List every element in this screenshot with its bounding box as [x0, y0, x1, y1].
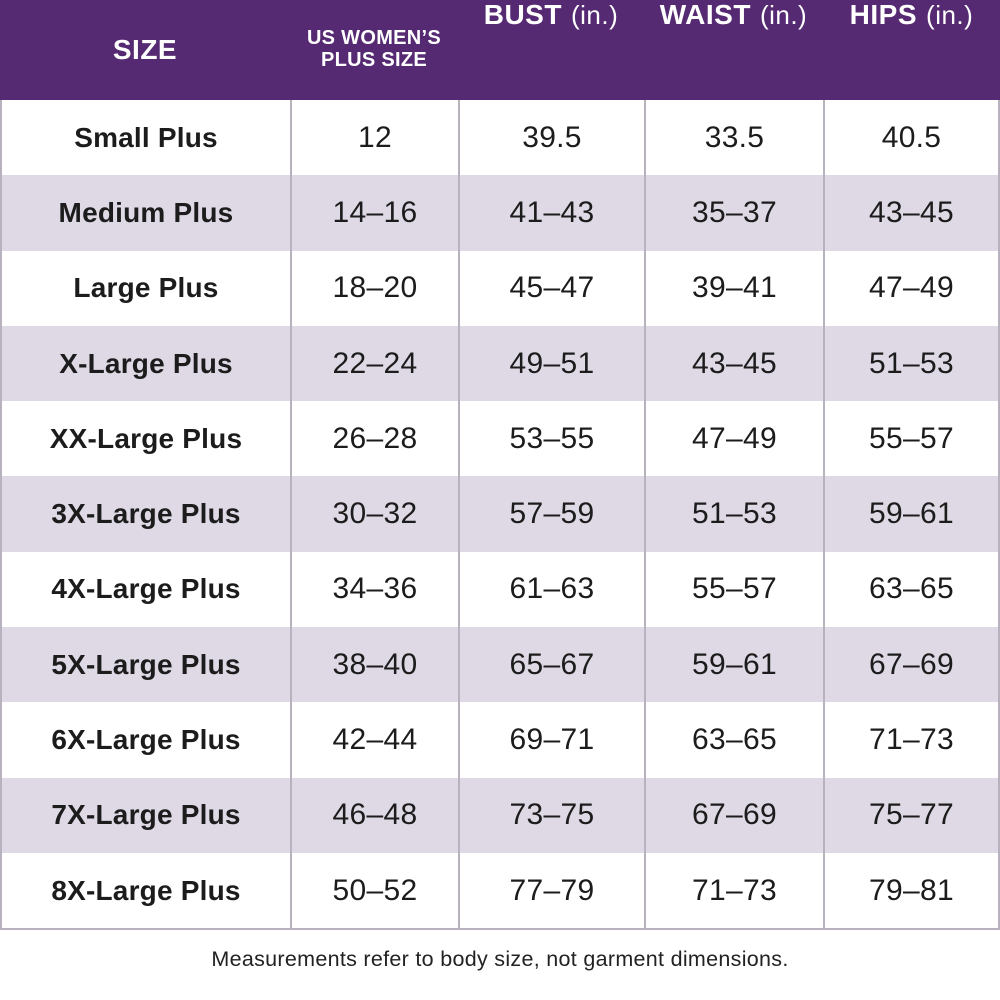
table-row: 3X-Large Plus 30–32 57–59 51–53 59–61 [2, 476, 998, 552]
cell-waist: 51–53 [644, 476, 823, 552]
cell-waist: 47–49 [644, 401, 823, 477]
cell-size: 8X-Large Plus [51, 874, 241, 906]
cell-size: 7X-Large Plus [51, 799, 241, 831]
table-row: 5X-Large Plus 38–40 65–67 59–61 67–69 [2, 627, 998, 703]
table-row: Small Plus 12 39.5 33.5 40.5 [2, 100, 998, 176]
header-waist: WAIST (in.) [644, 0, 823, 100]
table-row: 4X-Large Plus 34–36 61–63 55–57 63–65 [2, 551, 998, 628]
cell-us-plus-size: 42–44 [290, 702, 458, 778]
header-us-womens-line1: US WOMEN’S [306, 27, 442, 50]
table-row: Large Plus 18–20 45–47 39–41 47–49 [2, 250, 998, 326]
cell-us-plus-size: 30–32 [290, 476, 458, 552]
cell-waist: 63–65 [644, 702, 823, 778]
cell-size: Medium Plus [58, 196, 234, 228]
header-hips: HIPS (in.) [823, 0, 1000, 100]
cell-us-plus-size: 26–28 [290, 401, 458, 477]
footnote: Measurements refer to body size, not gar… [211, 947, 789, 972]
cell-bust: 41–43 [458, 175, 644, 251]
cell-bust: 69–71 [458, 702, 644, 778]
cell-hips: 67–69 [823, 627, 998, 703]
cell-waist: 55–57 [644, 551, 823, 628]
cell-us-plus-size: 50–52 [290, 852, 458, 929]
cell-bust: 73–75 [458, 777, 644, 853]
table-row: 6X-Large Plus 42–44 69–71 63–65 71–73 [2, 702, 998, 778]
header-waist-label: WAIST [659, 0, 751, 30]
header-size-label: SIZE [112, 33, 178, 65]
cell-bust: 39.5 [458, 100, 644, 176]
header-bust-unit: (in.) [570, 0, 619, 30]
cell-waist: 59–61 [644, 627, 823, 703]
table-body: Small Plus 12 39.5 33.5 40.5 Medium Plus 14–16… [0, 100, 1000, 931]
cell-bust: 57–59 [458, 476, 644, 552]
cell-us-plus-size: 12 [290, 100, 458, 176]
header-hips-label: HIPS [849, 0, 918, 30]
cell-bust: 53–55 [458, 401, 644, 477]
cell-size: 5X-Large Plus [51, 648, 241, 680]
cell-us-plus-size: 14–16 [290, 175, 458, 251]
cell-bust: 65–67 [458, 627, 644, 703]
table-header-row: SIZE US WOMEN’S PLUS SIZE BUST (in.) WAI… [0, 0, 1000, 100]
cell-waist: 67–69 [644, 777, 823, 853]
cell-size: Small Plus [74, 121, 218, 153]
cell-us-plus-size: 46–48 [290, 777, 458, 853]
cell-us-plus-size: 18–20 [290, 250, 458, 326]
table-row: XX-Large Plus 26–28 53–55 47–49 55–57 [2, 401, 998, 477]
header-hips-unit: (in.) [926, 0, 974, 30]
cell-waist: 71–73 [644, 852, 823, 929]
header-bust: BUST (in.) [458, 0, 644, 100]
cell-hips: 59–61 [823, 476, 998, 552]
table-row: 8X-Large Plus 50–52 77–79 71–73 79–81 [2, 852, 998, 929]
cell-size: 4X-Large Plus [51, 573, 241, 605]
cell-hips: 55–57 [823, 401, 998, 477]
header-size: SIZE [0, 0, 290, 100]
cell-hips: 71–73 [823, 702, 998, 778]
cell-size: X-Large Plus [59, 347, 233, 379]
cell-size: Large Plus [73, 272, 219, 304]
table-row: Medium Plus 14–16 41–43 35–37 43–45 [2, 175, 998, 251]
cell-waist: 35–37 [644, 175, 823, 251]
cell-hips: 51–53 [823, 325, 998, 402]
cell-waist: 39–41 [644, 250, 823, 326]
table-row: 7X-Large Plus 46–48 73–75 67–69 75–77 [2, 777, 998, 853]
cell-hips: 79–81 [823, 852, 998, 929]
cell-hips: 63–65 [823, 551, 998, 628]
cell-hips: 40.5 [823, 100, 998, 176]
cell-hips: 47–49 [823, 250, 998, 326]
table-row: X-Large Plus 22–24 49–51 43–45 51–53 [2, 325, 998, 402]
header-bust-label: BUST [483, 0, 562, 30]
cell-waist: 43–45 [644, 325, 823, 402]
cell-waist: 33.5 [644, 100, 823, 176]
cell-hips: 43–45 [823, 175, 998, 251]
cell-bust: 45–47 [458, 250, 644, 326]
cell-hips: 75–77 [823, 777, 998, 853]
cell-bust: 49–51 [458, 325, 644, 402]
cell-us-plus-size: 38–40 [290, 627, 458, 703]
cell-size: XX-Large Plus [49, 422, 243, 454]
header-us-womens-line2: PLUS SIZE [320, 49, 428, 71]
cell-us-plus-size: 22–24 [290, 325, 458, 402]
cell-us-plus-size: 34–36 [290, 551, 458, 628]
cell-bust: 77–79 [458, 852, 644, 929]
header-waist-unit: (in.) [759, 0, 808, 30]
cell-size: 6X-Large Plus [51, 724, 241, 756]
header-us-womens-plus-size: US WOMEN’S PLUS SIZE [290, 0, 458, 100]
cell-bust: 61–63 [458, 551, 644, 628]
cell-size: 3X-Large Plus [51, 498, 241, 530]
